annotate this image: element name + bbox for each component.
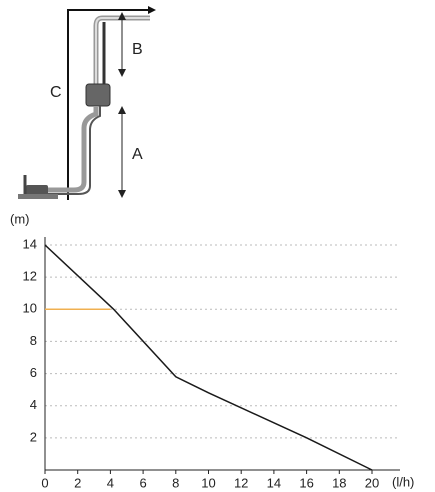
pipe-hl [95, 17, 150, 85]
x-axis-label: (l/h) [392, 474, 414, 489]
arrow-head [118, 12, 126, 20]
x-tick-label: 18 [332, 475, 346, 490]
arrow-head [148, 6, 156, 14]
pump [85, 83, 111, 107]
pipe-lower [40, 106, 99, 193]
x-tick-label: 0 [41, 475, 48, 490]
x-tick-label: 20 [365, 475, 379, 490]
label-a: A [132, 146, 143, 163]
label-b: B [132, 41, 143, 58]
y-tick-label: 8 [30, 333, 37, 348]
x-tick-label: 14 [267, 475, 281, 490]
x-tick-label: 12 [234, 475, 248, 490]
y-tick-label: 2 [30, 429, 37, 444]
y-tick-label: 10 [23, 301, 37, 316]
x-tick-label: 10 [201, 475, 215, 490]
y-axis-label: (m) [10, 211, 30, 226]
arrow-head [118, 69, 126, 77]
y-tick-label: 12 [23, 269, 37, 284]
data-line [44, 244, 373, 471]
x-tick-label: 6 [139, 475, 146, 490]
y-tick-label: 4 [30, 397, 37, 412]
y-tick-label: 14 [23, 236, 37, 251]
height-frame [67, 9, 148, 200]
arrow-head [118, 190, 126, 198]
pipe-lower-2 [40, 106, 101, 195]
label-c: C [50, 84, 62, 101]
y-tick-label: 6 [30, 365, 37, 380]
x-tick-label: 2 [74, 475, 81, 490]
arrow-head [118, 106, 126, 114]
base [18, 194, 58, 199]
installation-diagram: B A C [8, 0, 160, 205]
x-tick-label: 4 [107, 475, 114, 490]
x-tick-label: 16 [299, 475, 313, 490]
x-tick-label: 8 [172, 475, 179, 490]
